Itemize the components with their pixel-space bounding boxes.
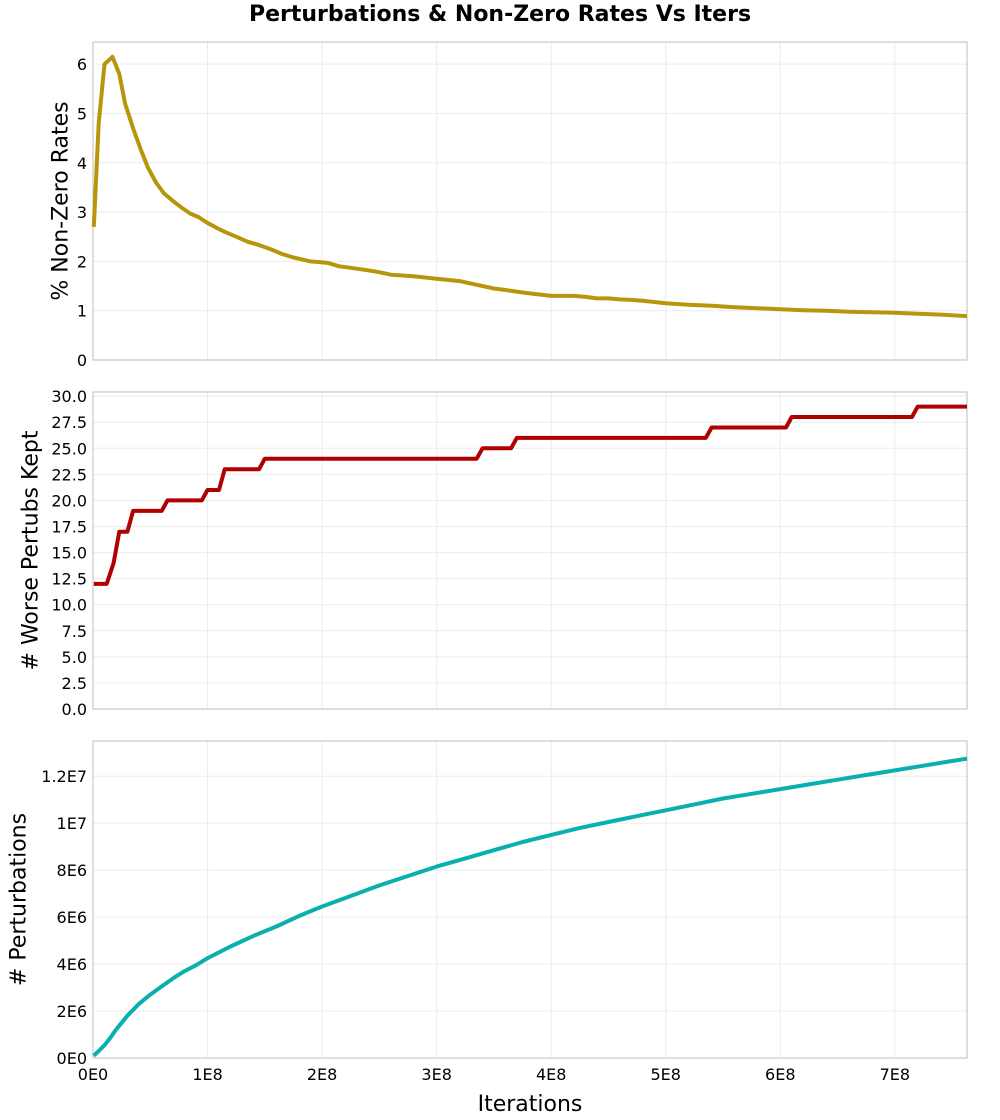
- y-tick-label: 1.2E7: [41, 767, 87, 786]
- y-tick-label: 2E6: [57, 1002, 87, 1021]
- y-tick-label: 4: [77, 154, 87, 173]
- x-tick-label: 2E8: [307, 1065, 337, 1084]
- chart-panel-3: 0E0 2E6 4E6 6E6 8E6 1E7 1.2E7 0E0 1E8 2E8 3E8 4E8 5E…: [7, 740, 968, 1117]
- y-tick-label: 2.5: [62, 674, 87, 693]
- y-tick-label: 22.5: [51, 465, 87, 484]
- y-axis-label: % Non-Zero Rates: [49, 101, 74, 300]
- y-tick-label: 0E0: [57, 1049, 87, 1068]
- y-tick-label: 17.5: [51, 518, 87, 537]
- y-axis-label: # Perturbations: [7, 813, 32, 986]
- figure-title: Perturbations & Non-Zero Rates Vs Iters: [248, 2, 752, 27]
- y-tick-label: 0: [77, 351, 87, 370]
- x-tick-label: 6E8: [765, 1065, 795, 1084]
- y-tick-label: 7.5: [62, 622, 87, 641]
- y-tick-label: 2: [77, 252, 87, 271]
- y-tick-label: 15.0: [51, 544, 87, 563]
- y-tick-label: 5.0: [62, 648, 87, 667]
- plot-frame: [92, 41, 968, 361]
- y-tick-label: 5: [77, 104, 87, 123]
- plot-frame: [92, 740, 968, 1059]
- x-tick-label: 4E8: [536, 1065, 566, 1084]
- series-line: [93, 404, 967, 586]
- y-tick-label: 6E6: [57, 908, 87, 927]
- y-tick-label: 1: [77, 302, 87, 321]
- chart-panel-2: 0.0 2.5 5.0 7.5 10.0 12.5 15.0 17.5 20.0 22.5 25.0…: [19, 387, 968, 719]
- y-tick-label: 1E7: [57, 814, 87, 833]
- x-tick-label: 0E0: [78, 1065, 108, 1084]
- y-tick-label: 10.0: [51, 596, 87, 615]
- y-tick-label: 25.0: [51, 439, 87, 458]
- y-tick-label: 6: [77, 55, 87, 74]
- x-tick-label: 1E8: [192, 1065, 222, 1084]
- series-line: [92, 756, 968, 1058]
- series-line: [91, 54, 968, 319]
- x-tick-label: 7E8: [880, 1065, 910, 1084]
- y-tick-label: 0.0: [62, 700, 87, 719]
- y-tick-label: 27.5: [51, 413, 87, 432]
- y-tick-label: 4E6: [57, 955, 87, 974]
- y-tick-label: 12.5: [51, 570, 87, 589]
- x-tick-label: 3E8: [421, 1065, 451, 1084]
- x-axis-label: Iterations: [478, 1092, 583, 1117]
- y-tick-label: 8E6: [57, 861, 87, 880]
- chart-panel-1: 0 1 2 3 4 5 6 % Non-Zero Rates: [49, 41, 968, 370]
- plot-frame: [92, 391, 968, 710]
- y-axis-label: # Worse Pertubs Kept: [19, 430, 44, 670]
- y-tick-label: 30.0: [51, 387, 87, 406]
- y-tick-label: 3: [77, 203, 87, 222]
- x-tick-label: 5E8: [651, 1065, 681, 1084]
- y-tick-label: 20.0: [51, 491, 87, 510]
